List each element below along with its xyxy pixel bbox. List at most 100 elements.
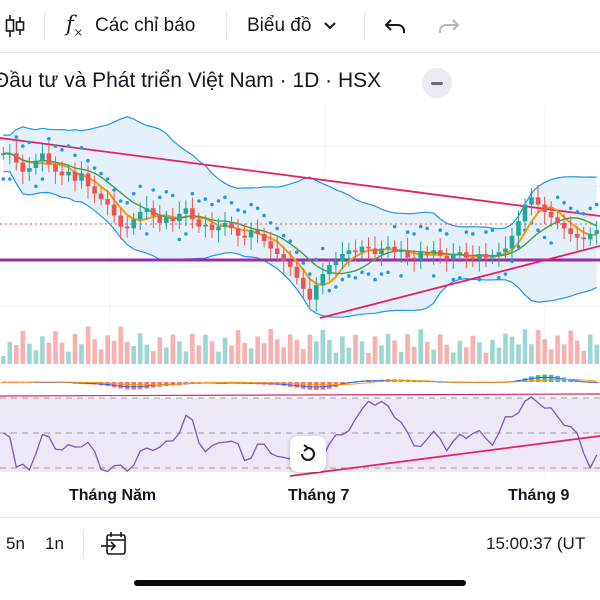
sar-dot [27,140,32,145]
candle [72,171,78,181]
candle [307,288,313,300]
volume-bar [542,339,547,364]
candle [561,222,567,229]
range-1d-button[interactable]: 1n [45,534,64,553]
volume-bar [85,326,91,364]
sar-dot [21,144,25,148]
candle [398,250,404,253]
candle [392,246,397,253]
uptrend-line [319,245,600,319]
candle [255,230,260,234]
volume-bar [587,334,593,364]
macd-bar [320,382,326,390]
sar-dot [47,137,51,141]
candle [437,250,443,256]
candle [457,252,463,254]
volume-bar [483,352,489,364]
volume-bars [1,326,600,364]
sar-dot [242,210,247,214]
volume-bar [561,344,567,364]
macd-bar [314,382,319,390]
sar-dot [210,202,214,207]
candle [261,233,267,242]
bollinger-upper-line [3,116,597,230]
volume-bar [379,345,384,364]
volume-bar [522,329,528,364]
symbol-title[interactable]: Đầu tư và Phát triển Việt Nam · 1D · HSX [0,69,382,92]
bottom-divider [83,530,84,558]
volume-bar [555,335,560,364]
volume-bar [151,351,156,364]
macd-bar [542,374,547,382]
volume-bar [72,334,78,364]
reset-chart-button[interactable] [290,436,326,472]
minus-icon [431,81,443,85]
calendar-arrow-icon [101,532,126,555]
candles-icon[interactable] [4,0,26,52]
date-range-button[interactable] [100,518,128,570]
candle [470,257,476,260]
sar-dot [321,246,325,251]
bollinger-lower-line [3,171,597,318]
sar-dot [158,195,162,200]
candle [7,153,13,155]
indicators-button[interactable]: f× Các chỉ báo [66,0,195,52]
parabolic-sar [1,135,599,293]
candle [1,153,6,155]
macd-bar [548,374,554,382]
candle [581,237,586,240]
sar-dot [40,177,45,181]
sar-dot [334,285,338,289]
candle [98,193,104,200]
candle [59,171,65,176]
volume-bar [346,347,352,364]
candle [431,250,436,254]
volume-bar [137,333,143,364]
volume-bar [177,341,182,364]
volume-bar [301,348,306,364]
sar-dot [79,146,84,150]
volume-bar [98,349,104,364]
chart-type-label: Biểu đồ [247,15,312,36]
volume-bar [385,333,391,364]
sar-dot [503,272,508,276]
bottom-bar: 5n 1n 15:00:37 (UT [0,517,600,570]
volume-bar [359,341,365,364]
sar-dot [373,277,377,282]
range-5d-button[interactable]: 5n [6,534,25,553]
candle [66,171,71,176]
sar-dot [392,224,397,229]
sar-dot [223,195,227,200]
candle [444,255,450,260]
sar-dot [484,230,488,234]
sar-dot [190,191,195,196]
volume-bar [431,349,436,364]
symbol-header: Đầu tư và Phát triển Việt Nam · 1D · HSX [0,56,600,106]
macd-bar [131,382,136,390]
volume-bar [46,342,52,364]
candle [20,162,26,172]
sar-dot [555,195,560,200]
candle [268,241,273,249]
volume-bar [274,339,280,364]
sar-dot [255,206,260,211]
volume-bar [477,342,482,364]
candle [418,252,423,260]
candle [33,160,39,168]
redo-button[interactable] [438,0,460,52]
undo-button[interactable] [384,0,406,52]
chart-type-button[interactable]: Biểu đồ [247,0,337,52]
sar-dot [171,193,175,198]
volume-bar [411,346,417,364]
sar-dot [308,272,312,276]
price-chart[interactable] [0,106,600,486]
candle [424,252,430,254]
candle [366,246,371,249]
collapse-legend-button[interactable] [422,68,452,98]
candle [411,257,417,260]
volume-bar [40,336,45,364]
volume-bar [314,341,319,364]
volume-bar [333,352,339,364]
toolbar-divider [226,12,227,40]
candle [451,254,456,260]
